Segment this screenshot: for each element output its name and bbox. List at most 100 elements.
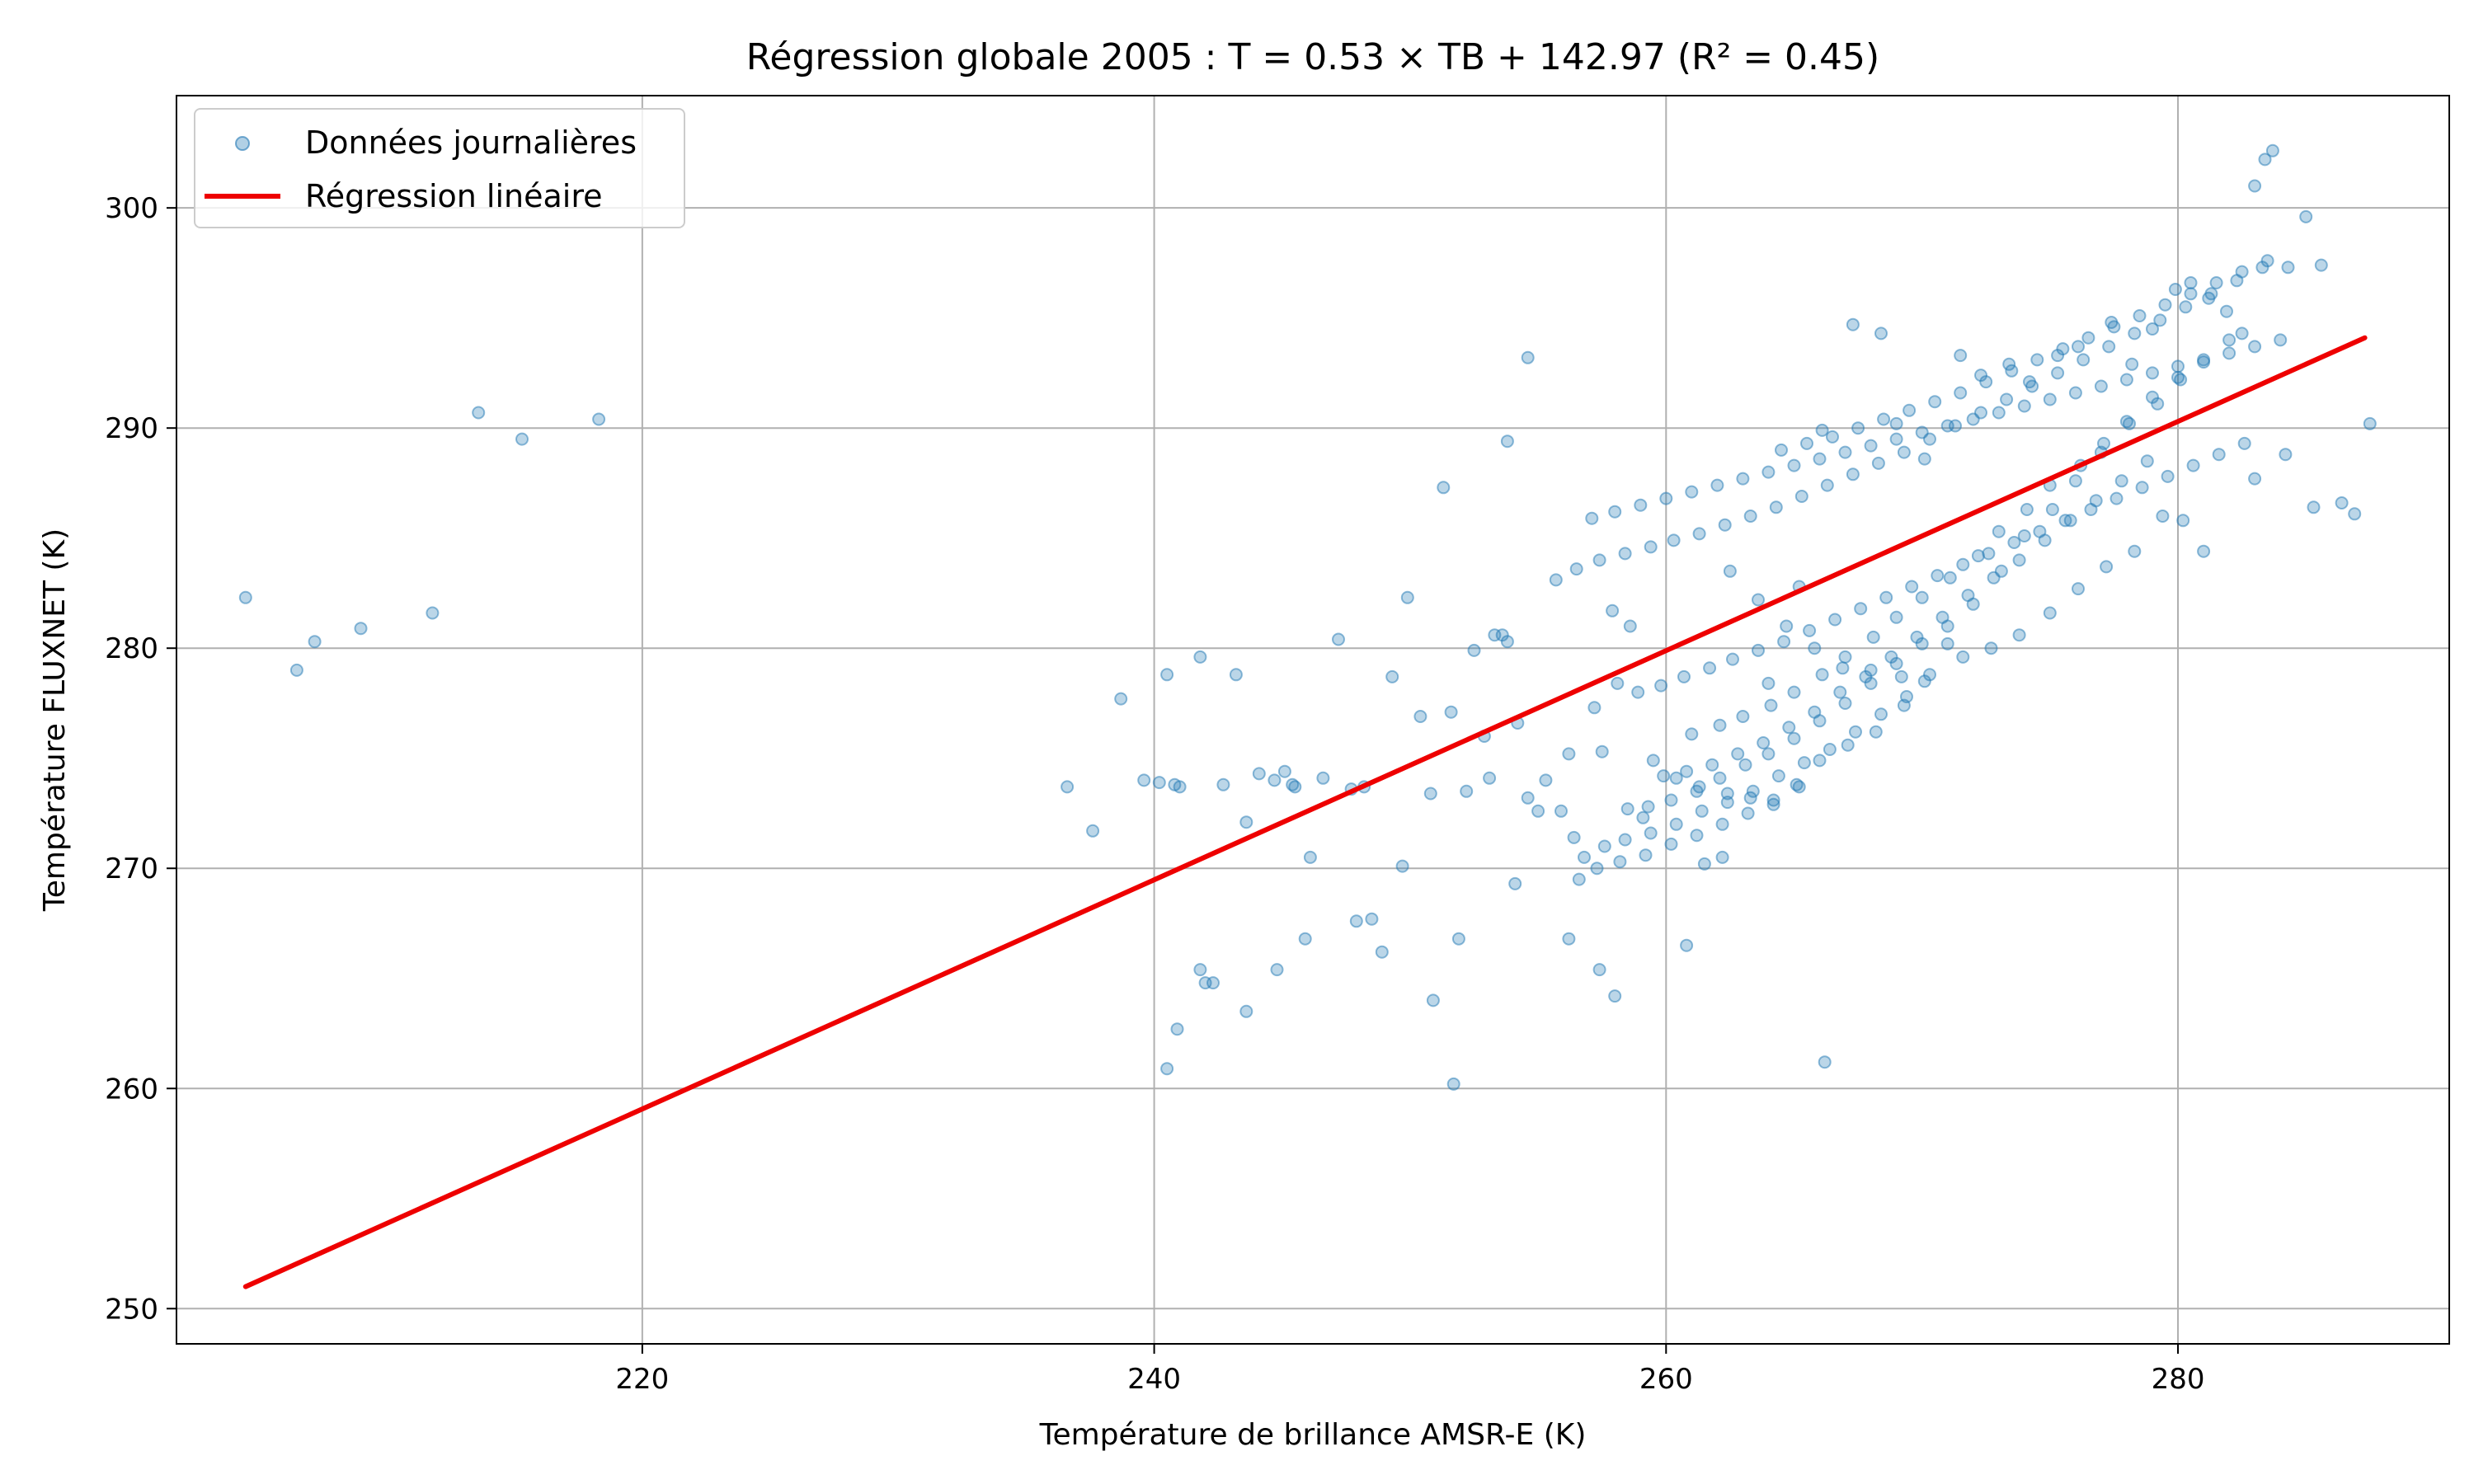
scatter-point bbox=[1720, 796, 1734, 810]
scatter-point bbox=[2094, 379, 2108, 393]
scatter-point bbox=[1592, 963, 1606, 977]
scatter-point bbox=[1086, 824, 1100, 838]
scatter-point bbox=[2020, 503, 2034, 516]
scatter-point bbox=[426, 606, 440, 620]
scatter-point bbox=[1931, 569, 1945, 583]
scatter-point bbox=[1385, 669, 1399, 683]
scatter-point bbox=[1710, 478, 1724, 492]
scatter-point bbox=[308, 635, 322, 649]
scatter-point bbox=[1400, 590, 1414, 604]
scatter-point bbox=[2279, 448, 2293, 462]
scatter-point bbox=[1277, 764, 1291, 778]
scatter-point bbox=[2072, 340, 2085, 354]
scatter-point bbox=[1828, 613, 1842, 627]
scatter-point bbox=[1500, 434, 1514, 448]
legend-scatter-marker bbox=[235, 136, 250, 151]
scatter-point bbox=[1288, 780, 1302, 794]
scatter-point bbox=[2077, 353, 2091, 367]
scatter-point bbox=[1569, 562, 1583, 576]
scatter-point bbox=[1731, 747, 1745, 761]
scatter-point bbox=[472, 406, 486, 420]
scatter-point bbox=[1114, 692, 1128, 706]
scatter-point bbox=[1966, 412, 1980, 426]
scatter-point bbox=[1838, 697, 1852, 710]
scatter-point bbox=[2123, 416, 2136, 430]
scatter-point bbox=[1680, 764, 1694, 778]
scatter-point bbox=[1646, 754, 1660, 768]
scatter-point bbox=[1943, 571, 1957, 585]
scatter-point bbox=[1170, 1022, 1184, 1036]
scatter-point bbox=[2363, 416, 2377, 430]
scatter-point bbox=[1636, 810, 1650, 824]
scatter-point bbox=[1961, 589, 1975, 603]
scatter-point bbox=[1620, 802, 1634, 816]
scatter-point bbox=[1915, 590, 1929, 604]
scatter-point bbox=[1917, 452, 1931, 466]
scatter-point bbox=[1608, 989, 1622, 1003]
scatter-point bbox=[1413, 710, 1427, 723]
scatter-point bbox=[1815, 423, 1829, 437]
scatter-point bbox=[1928, 395, 1942, 409]
scatter-point bbox=[1761, 747, 1776, 761]
scatter-point bbox=[1769, 500, 1783, 514]
scatter-point bbox=[1567, 830, 1581, 844]
scatter-point bbox=[2281, 261, 2295, 275]
scatter-point bbox=[1736, 472, 1750, 486]
scatter-point bbox=[1669, 771, 1683, 785]
scatter-point bbox=[1954, 386, 1968, 400]
scatter-point bbox=[1877, 412, 1891, 426]
scatter-point bbox=[1736, 710, 1750, 723]
scatter-point bbox=[1813, 452, 1827, 466]
scatter-point bbox=[2012, 628, 2026, 642]
y-tick-label: 280 bbox=[105, 632, 158, 665]
scatter-point bbox=[1794, 490, 1808, 503]
scatter-point bbox=[2204, 287, 2218, 301]
scatter-point bbox=[2176, 514, 2190, 528]
scatter-point bbox=[2168, 283, 2182, 296]
scatter-point bbox=[1597, 839, 1611, 853]
regression-line-group bbox=[242, 335, 2368, 1289]
scatter-point bbox=[1752, 593, 1765, 607]
x-tick-label: 220 bbox=[615, 1363, 669, 1396]
scatter-point bbox=[1761, 465, 1776, 479]
scatter-point bbox=[1820, 478, 1834, 492]
scatter-point bbox=[1915, 425, 1929, 439]
scatter-point bbox=[238, 590, 252, 604]
scatter-point bbox=[1841, 738, 1855, 752]
scatter-point bbox=[2068, 386, 2082, 400]
scatter-point bbox=[1639, 848, 1653, 862]
scatter-point bbox=[1206, 976, 1220, 990]
scatter-point bbox=[1585, 511, 1599, 525]
scatter-point bbox=[2017, 529, 2031, 542]
scatter-point bbox=[1613, 855, 1627, 869]
scatter-point bbox=[1905, 580, 1919, 594]
scatter-point bbox=[1495, 628, 1509, 642]
regression-line bbox=[242, 335, 2368, 1289]
scatter-point bbox=[1451, 932, 1465, 946]
scatter-point bbox=[1521, 350, 1535, 364]
scatter-point bbox=[2133, 309, 2147, 322]
scatter-point bbox=[2107, 320, 2121, 334]
scatter-point bbox=[1590, 862, 1604, 876]
scatter-point bbox=[2307, 500, 2321, 514]
scatter-point bbox=[1803, 623, 1817, 637]
scatter-point bbox=[2135, 481, 2149, 495]
scatter-point bbox=[2084, 503, 2098, 516]
scatter-point bbox=[1562, 932, 1576, 946]
scatter-point bbox=[1608, 505, 1622, 519]
scatter-point bbox=[1634, 498, 1648, 512]
y-axis-ticks: 250 260 270 280 290 300 bbox=[105, 192, 176, 1326]
scatter-point bbox=[1900, 690, 1913, 703]
scatter-point bbox=[1746, 784, 1760, 798]
scatter-point bbox=[1631, 685, 1645, 699]
scatter-point bbox=[1864, 676, 1878, 690]
scatter-point bbox=[1690, 784, 1704, 798]
scatter-point bbox=[1792, 780, 1806, 794]
scatter-point bbox=[1572, 872, 1586, 886]
scatter-point bbox=[1685, 485, 1699, 499]
scatter-point bbox=[1766, 797, 1780, 811]
scatter-point bbox=[1611, 676, 1625, 690]
scatter-point bbox=[1316, 771, 1330, 785]
scatter-point bbox=[1879, 590, 1893, 604]
